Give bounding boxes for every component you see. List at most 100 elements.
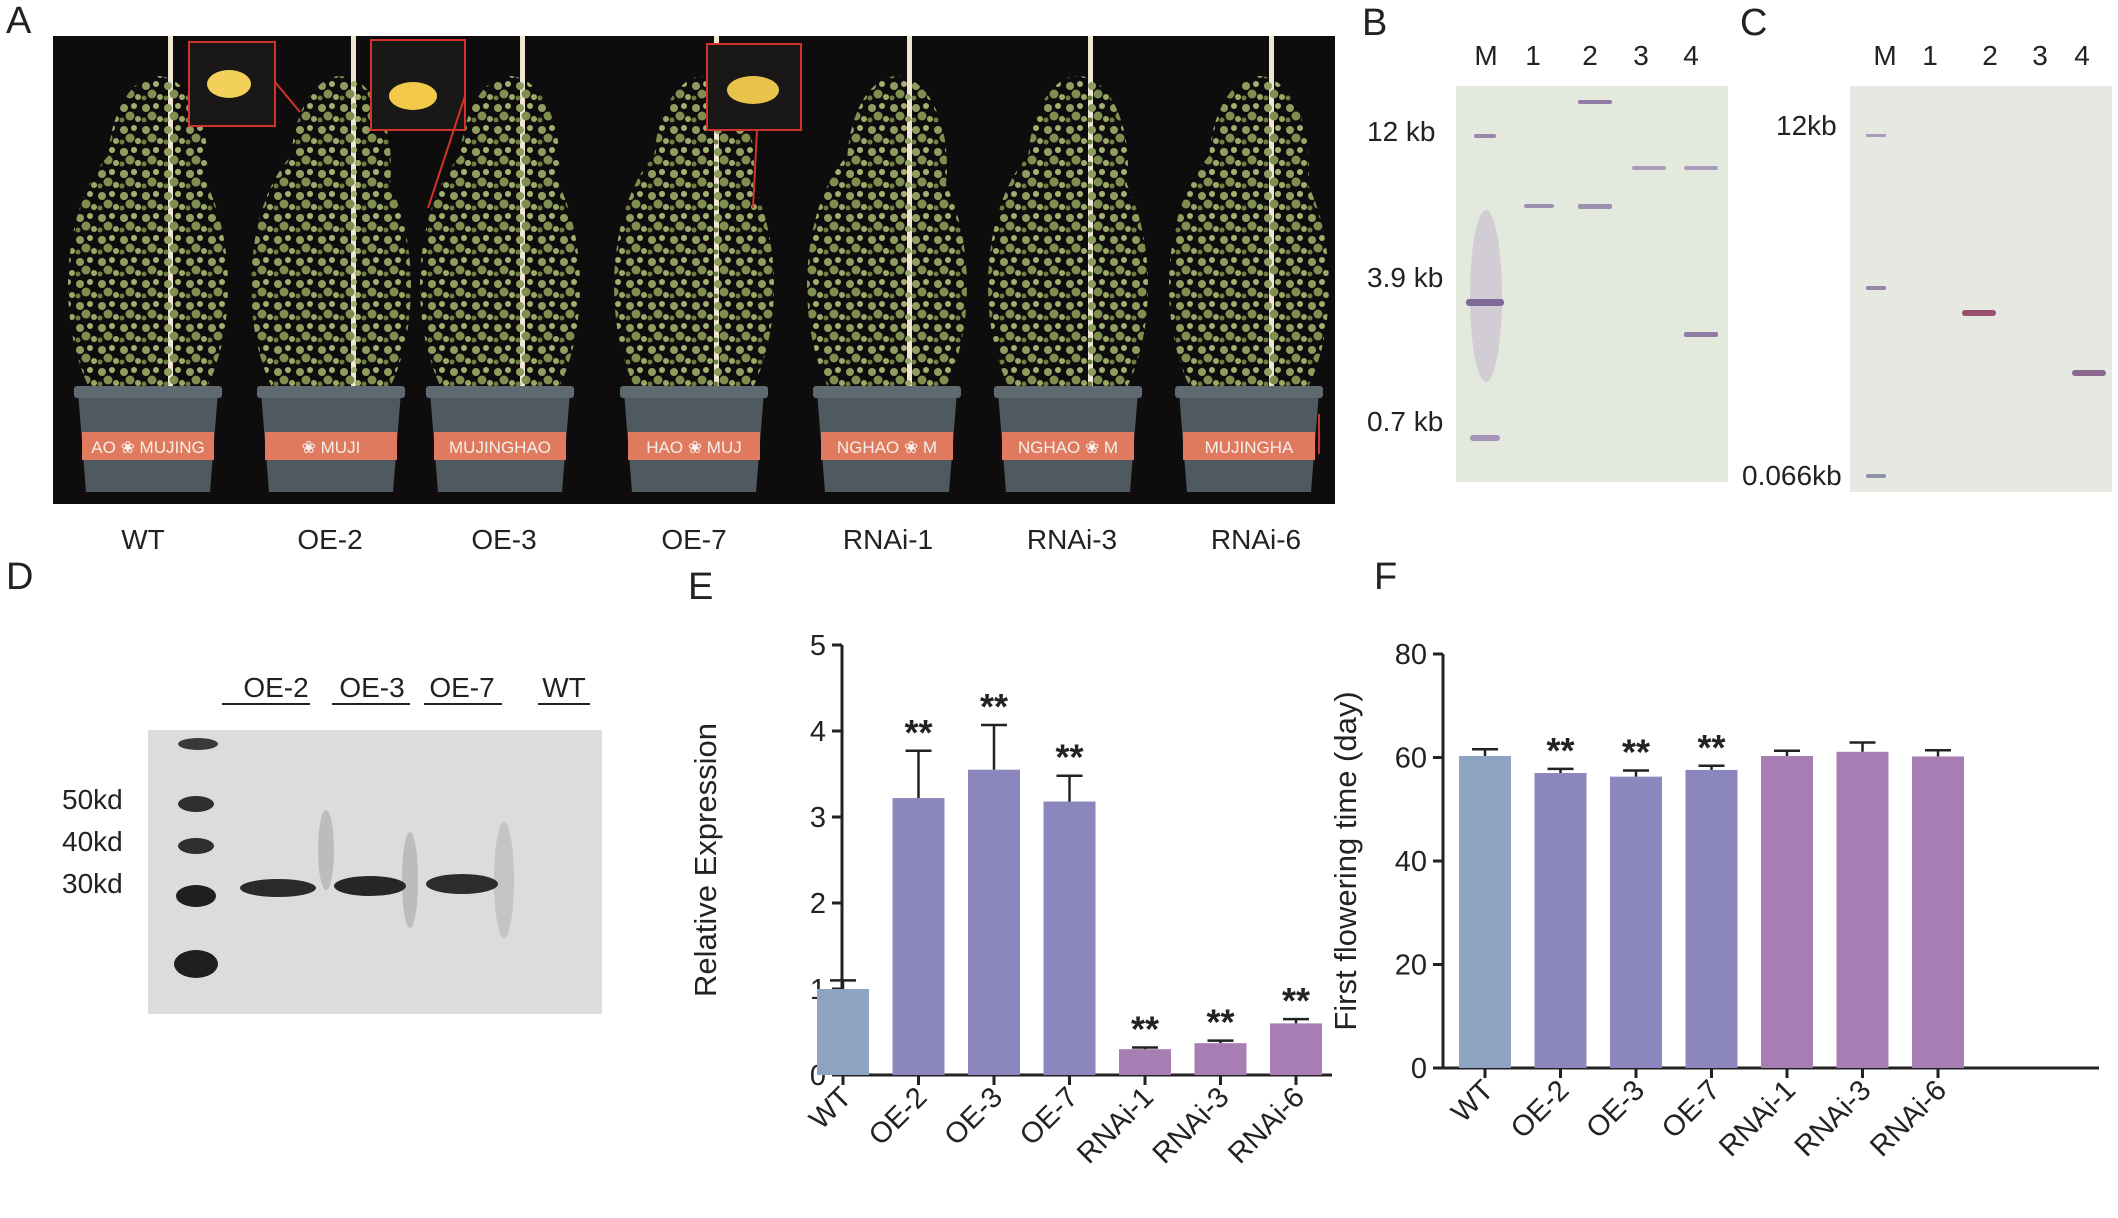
western-lane-wt: WT [542,672,586,703]
bar-wt [1459,755,1511,1068]
pointer-arrow [427,95,466,209]
significance-marker: ** [1282,980,1310,1021]
x-tick-label: OE-7 [1656,1074,1726,1144]
bar-oe-7 [1685,769,1738,1068]
bar-rnai-6 [1912,756,1964,1068]
blot-b-marker-3-9kb: 3.9 kb [1367,262,1444,293]
pot-label-text: NGHAO ❀ M [837,438,937,457]
panel-letter-f: F [1374,556,1398,598]
y-tick-label: 3 [810,802,826,834]
western-lane-oe7: OE-7 [429,672,495,703]
flowering-time-chart: 0 20 40 60 80 First flowering time (day) WT ** O… [1328,639,2099,1163]
significance-marker: ** [904,712,932,753]
pot-label-text: NGHAO ❀ M [1018,438,1118,457]
blot-b-marker-12kb: 12 kb [1367,116,1436,147]
significance-marker: ** [1697,727,1725,768]
significance-marker: ** [1622,731,1650,772]
x-tick-label: OE-2 [1505,1074,1575,1144]
blot-c-lane-3: 3 [2032,40,2048,71]
significance-marker: ** [1206,1002,1234,1043]
pot-label-text: HAO ❀ MUJ [646,438,741,457]
bar-rnai-1 [1761,755,1813,1068]
x-tick-label: RNAi-1 [1713,1074,1802,1163]
panel-letter-e: E [688,566,714,608]
pot-label-band [1183,432,1315,460]
panel-letter-c: C [1740,2,1768,44]
plant-foliage [1028,76,1128,256]
plant-foliage [291,76,391,256]
southern-blot-c [1850,86,2112,492]
x-tick-label: OE-3 [1580,1074,1650,1144]
y-tick-label: 5 [810,630,826,662]
pot-label-band [628,432,760,460]
western-marker-50kd: 50kd [62,784,123,815]
pot-label-text: MUJINGHAO [449,438,551,457]
pot-rim [994,386,1142,398]
plant-label-oe7: OE-7 [661,524,727,555]
significance-marker: ** [1546,730,1574,771]
plant-label-wt: WT [121,524,165,555]
western-lane-oe2: OE-2 [243,672,309,703]
x-tick-label: RNAi-1 [1071,1081,1160,1170]
bar-rnai-6 [1270,1023,1322,1075]
pot-label-band [434,432,566,460]
pot-rim [620,386,768,398]
pot-rim [74,386,222,398]
blot-c-lane-1: 1 [1922,40,1938,71]
blot-c-marker-0-066kb: 0.066kb [1742,460,1842,491]
flower-icon [207,70,251,98]
blot-b-lane-2: 2 [1582,40,1598,71]
x-tick-label: WT [1445,1074,1500,1129]
pointer-arrow [274,81,301,113]
pot-rim [426,386,574,398]
western-lane-oe3: OE-3 [339,672,405,703]
y-axis-label: Relative Expression [688,723,723,997]
plant-foliage [460,76,560,256]
pointer-arrow [752,129,758,209]
bar-oe-3 [1610,776,1662,1068]
plant-foliage [1209,76,1309,256]
flower-icon [389,82,437,110]
blot-b-lane-1: 1 [1525,40,1541,71]
significance-marker: ** [980,686,1008,727]
y-tick-label: 0 [1411,1053,1427,1085]
pot-label-text: AO ❀ MUJING [91,438,204,457]
x-tick-label: RNAi-3 [1147,1081,1236,1170]
blot-c-lane-m: M [1873,40,1897,71]
bar-oe-7 [1043,801,1096,1075]
blot-b-marker-0-7kb: 0.7 kb [1367,406,1444,437]
lane-underlines [222,703,590,705]
bar-oe-3 [968,769,1020,1075]
bar-rnai-1 [1119,1049,1171,1075]
blot-c-lane-2: 2 [1982,40,1998,71]
pot-label-text: MUJINGHA [1205,438,1294,457]
pot-rim [1175,386,1323,398]
x-tick-label: RNAi-6 [1864,1074,1953,1163]
bar-oe-2 [892,798,945,1075]
plant-label-oe2: OE-2 [297,524,363,555]
x-tick-label: OE-2 [863,1081,933,1151]
plant-photo: AO ❀ MUJING ❀ MUJI MUJINGHAO HAO ❀ MUJ NGHAO… [53,36,1335,504]
y-tick-label: 60 [1395,743,1427,775]
blot-b-lane-4: 4 [1683,40,1699,71]
pot-label-band [1002,432,1134,460]
relative-expression-chart: 012345Relative ExpressionWT**OE-2**OE-3*… [688,630,1332,1170]
x-tick-label: OE-7 [1014,1081,1084,1151]
y-axis-label: First flowering time (day) [1328,691,1363,1030]
pot-rim [813,386,961,398]
blot-c-marker-12kb: 12kb [1776,110,1837,141]
significance-marker: ** [1055,737,1083,778]
bar-wt [817,989,869,1075]
bar-oe-2 [1534,773,1587,1068]
blot-b-lane-m: M [1474,40,1498,71]
x-tick-label: RNAi-6 [1222,1081,1311,1170]
plant-label-rnai1: RNAi-1 [842,524,934,555]
plant-foliage [847,76,947,256]
blot-c-lane-4: 4 [2074,40,2090,71]
western-blot [148,730,602,1014]
blot-b-lane-3: 3 [1633,40,1649,71]
pot-rim [257,386,405,398]
southern-blot-b [1456,86,1728,482]
pot-label-text: ❀ MUJI [302,438,361,457]
y-tick-label: 4 [810,716,826,748]
